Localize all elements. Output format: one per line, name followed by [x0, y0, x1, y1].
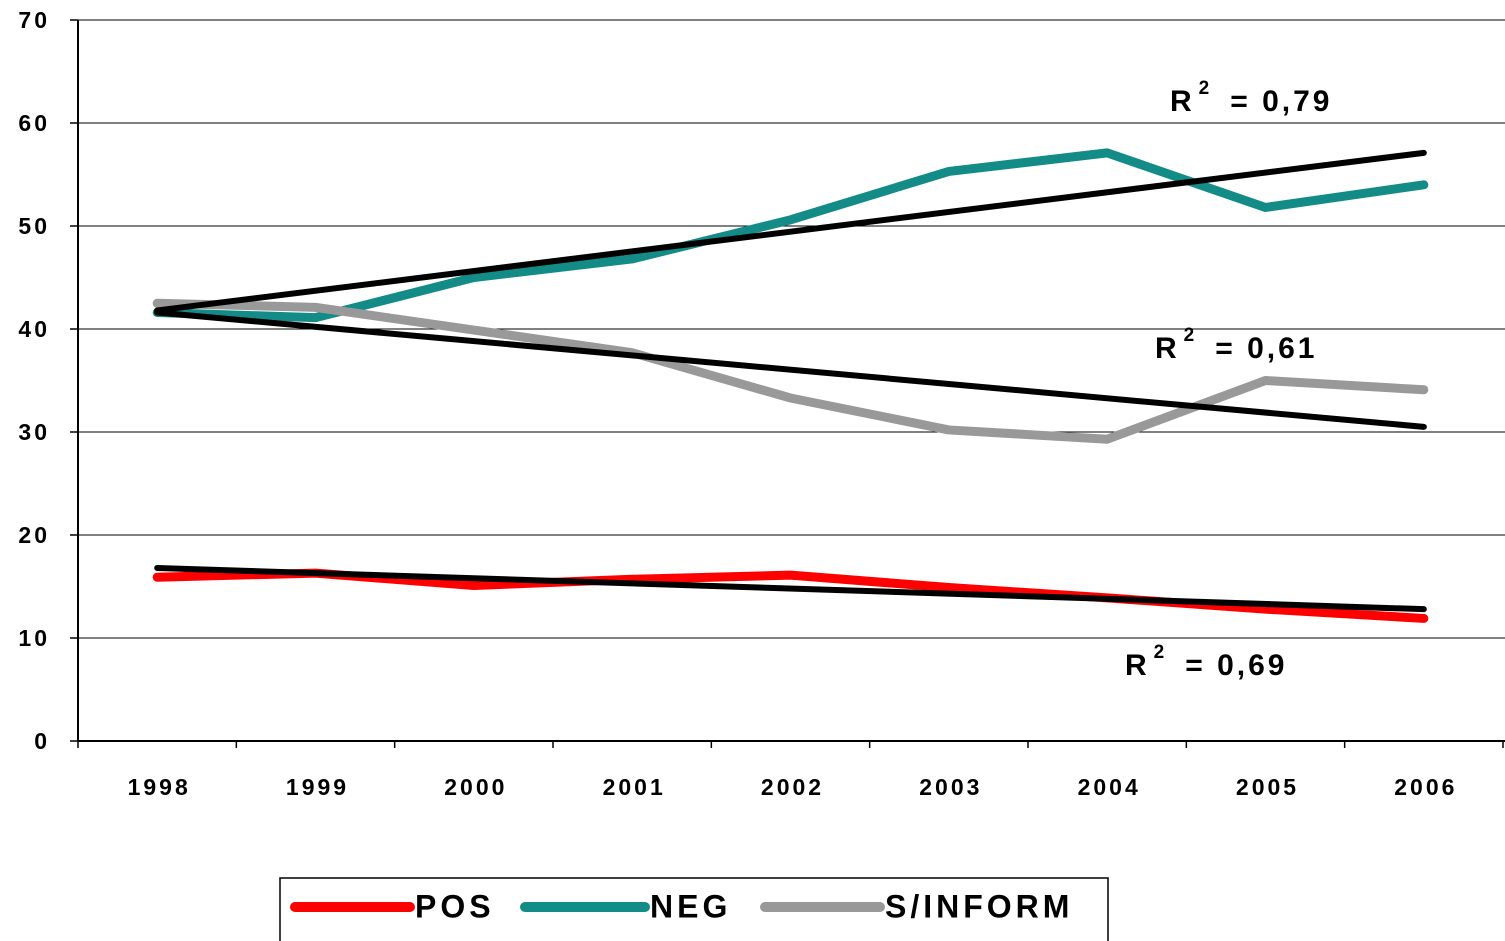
- x-tick-label: 2001: [603, 774, 666, 800]
- annotation-base: R: [1170, 85, 1195, 118]
- trend-annotation: R 2 = 0,61: [1155, 325, 1318, 365]
- annotation-value: = 0,79: [1230, 85, 1332, 118]
- legend-label: POS: [415, 888, 495, 924]
- y-tick-label: 30: [18, 419, 50, 445]
- data-line: [152, 568, 1429, 623]
- legend-label: S/INFORM: [885, 888, 1073, 924]
- y-tick-label: 10: [18, 625, 50, 651]
- annotation-base: R: [1125, 649, 1150, 682]
- x-tick-label: 1998: [128, 774, 191, 800]
- annotation-value: = 0,69: [1185, 649, 1287, 682]
- trend-line: [154, 564, 1427, 613]
- annotation-value: = 0,61: [1215, 332, 1317, 365]
- legend-label: NEG: [650, 888, 731, 924]
- y-tick-label: 60: [18, 110, 50, 136]
- y-tick-label: 50: [18, 213, 50, 239]
- data-line: [152, 148, 1429, 323]
- y-tick-label: 70: [18, 7, 50, 33]
- y-tick-label: 0: [34, 728, 50, 754]
- x-tick-label: 2000: [444, 774, 507, 800]
- x-tick-label: 2004: [1078, 774, 1141, 800]
- annotation-sup: 2: [1154, 642, 1168, 663]
- trend-line: [154, 309, 1427, 430]
- annotation-base: R: [1155, 332, 1180, 365]
- x-tick-label: 2002: [761, 774, 824, 800]
- trend-annotation: R 2 = 0,79: [1170, 78, 1333, 118]
- trend-annotation: R 2 = 0,69: [1125, 642, 1288, 682]
- annotation-sup: 2: [1184, 325, 1198, 346]
- legend-box: [279, 877, 1109, 941]
- x-tick-label: 2005: [1236, 774, 1299, 800]
- x-tick-label: 2003: [919, 774, 982, 800]
- x-tick-label: 1999: [286, 774, 349, 800]
- x-tick-label: 2006: [1394, 774, 1457, 800]
- y-tick-label: 20: [18, 522, 50, 548]
- y-tick-label: 40: [18, 316, 50, 342]
- trend-line: [154, 149, 1427, 314]
- data-line: [152, 298, 1429, 444]
- annotation-sup: 2: [1199, 78, 1213, 99]
